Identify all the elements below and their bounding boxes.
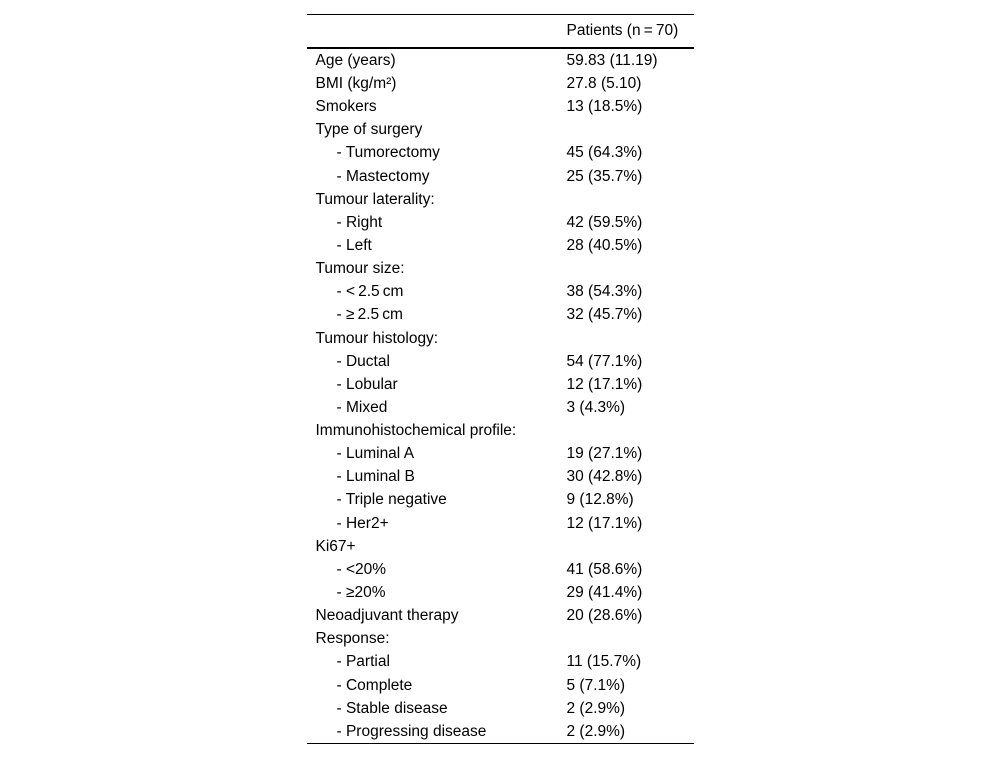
row-label: Type of surgery	[315, 121, 423, 139]
row-value: 59.83 (11.19)	[566, 51, 658, 69]
table-row: - ≥ 2.5 cm 32 (45.7%)	[307, 304, 694, 327]
table-row: Ki67+	[307, 535, 694, 558]
table-row: - Partial 11 (15.7%)	[307, 651, 694, 674]
table-header-row: Patients (n = 70)	[306, 15, 694, 49]
row-value: 12 (17.1%)	[566, 375, 643, 393]
row-value: 27.8 (5.10)	[566, 74, 642, 92]
row-label: - Right	[336, 213, 383, 231]
row-value: 19 (27.1%)	[566, 445, 643, 463]
row-label: Neoadjuvant therapy	[315, 607, 459, 625]
row-value: 42 (59.5%)	[566, 213, 643, 231]
row-label: - Her2+	[336, 514, 389, 532]
row-label: Smokers	[315, 98, 377, 116]
table-row: - Mastectomy 25 (35.7%)	[307, 165, 694, 188]
row-value: 25 (35.7%)	[566, 167, 643, 185]
row-value: 2 (2.9%)	[566, 699, 626, 717]
table-row: Response:	[307, 628, 694, 651]
table-row: BMI (kg/m²) 27.8 (5.10)	[307, 72, 694, 95]
row-label: Tumour laterality:	[315, 190, 435, 208]
table-row: - Complete 5 (7.1%)	[307, 674, 694, 697]
row-label: - Tumorectomy	[336, 144, 440, 162]
row-label: - ≥ 2.5 cm	[336, 306, 403, 324]
table-row: - Lobular 12 (17.1%)	[307, 373, 694, 396]
row-label: - Stable disease	[336, 699, 448, 717]
row-label: - Mixed	[336, 398, 388, 416]
row-value: 28 (40.5%)	[566, 236, 643, 254]
table-row: Tumour histology:	[307, 327, 694, 350]
row-label: - Complete	[336, 676, 413, 694]
table-row: Tumour laterality:	[307, 188, 694, 211]
table-row: - Ductal 54 (77.1%)	[307, 350, 694, 373]
table-row: - Mixed 3 (4.3%)	[307, 396, 694, 419]
table-row: - ≥20% 29 (41.4%)	[307, 581, 694, 604]
table-row: - Tumorectomy 45 (64.3%)	[307, 142, 694, 165]
table-row: Tumour size:	[307, 257, 694, 280]
row-label: - Triple negative	[336, 491, 447, 509]
row-label: Ki67+	[315, 537, 356, 555]
table-row: - Right 42 (59.5%)	[307, 211, 694, 234]
table-row: - Stable disease 2 (2.9%)	[307, 697, 694, 720]
row-label: - Mastectomy	[336, 167, 430, 185]
table-row: - Left 28 (40.5%)	[307, 234, 694, 257]
row-label: - < 2.5 cm	[336, 283, 404, 301]
table-row: Neoadjuvant therapy 20 (28.6%)	[307, 604, 694, 627]
row-value: 5 (7.1%)	[566, 676, 626, 694]
row-value: 38 (54.3%)	[566, 283, 643, 301]
row-label: BMI (kg/m²)	[315, 74, 397, 92]
row-label: - <20%	[336, 560, 387, 578]
table-row: Smokers 13 (18.5%)	[307, 95, 694, 118]
row-label: - Luminal B	[336, 468, 415, 486]
row-label: Tumour histology:	[315, 329, 439, 347]
row-label: Age (years)	[315, 51, 396, 69]
row-label: Immunohistochemical profile:	[315, 422, 517, 440]
row-label: Response:	[315, 630, 390, 648]
table-row: Age (years) 59.83 (11.19)	[307, 49, 694, 72]
row-label: Tumour size:	[315, 260, 405, 278]
row-value: 3 (4.3%)	[566, 398, 626, 416]
row-value: 9 (12.8%)	[566, 491, 634, 509]
row-label: - Lobular	[336, 375, 398, 393]
row-label: - Left	[336, 236, 372, 254]
row-value: 45 (64.3%)	[566, 144, 643, 162]
header-patients-cell: Patients (n = 70)	[566, 22, 679, 40]
row-value: 20 (28.6%)	[566, 607, 643, 625]
row-value: 2 (2.9%)	[566, 722, 626, 740]
row-value: 12 (17.1%)	[566, 514, 643, 532]
table-row: - <20% 41 (58.6%)	[307, 558, 694, 581]
table-row: - Progressing disease 2 (2.9%)	[307, 720, 694, 743]
table-row: - Her2+ 12 (17.1%)	[307, 512, 694, 535]
table-row: - Luminal B 30 (42.8%)	[307, 466, 694, 489]
table-row: - Luminal A 19 (27.1%)	[307, 442, 694, 465]
row-value: 11 (15.7%)	[566, 653, 642, 671]
table-row: - Triple negative 9 (12.8%)	[307, 489, 694, 512]
row-value: 32 (45.7%)	[566, 306, 643, 324]
row-value: 13 (18.5%)	[566, 98, 643, 116]
table-row: Immunohistochemical profile:	[307, 419, 694, 442]
row-value: 30 (42.8%)	[566, 468, 643, 486]
patient-characteristics-table: Patients (n = 70) Age (years) 59.83 (11.1…	[306, 14, 694, 745]
row-label: - Ductal	[336, 352, 390, 370]
table-body: Age (years) 59.83 (11.19) BMI (kg/m²) 27.8 …	[306, 49, 694, 745]
row-value: 41 (58.6%)	[566, 560, 643, 578]
row-label: - Partial	[336, 653, 390, 671]
row-value: 29 (41.4%)	[566, 584, 643, 602]
row-label: - Luminal A	[336, 445, 415, 463]
table-row: Type of surgery	[307, 118, 694, 141]
row-value: 54 (77.1%)	[566, 352, 643, 370]
row-label: - Progressing disease	[336, 722, 487, 740]
row-label: - ≥20%	[336, 584, 386, 602]
table-row: - < 2.5 cm 38 (54.3%)	[307, 280, 694, 303]
